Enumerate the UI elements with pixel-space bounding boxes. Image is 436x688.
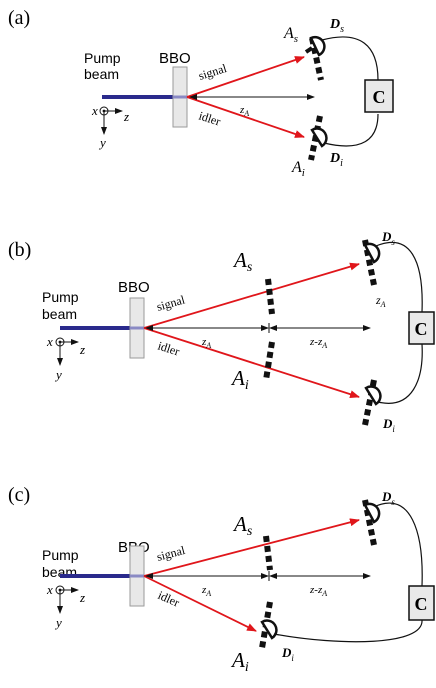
aperture-i-label: Ai [230, 648, 249, 675]
cable-s [321, 36, 379, 81]
coincidence-label: C [415, 319, 428, 339]
detector-i-icon [364, 385, 382, 406]
crystal-label: BBO [118, 279, 150, 296]
signal-beam [143, 518, 360, 577]
panel-label: (c) [8, 484, 30, 506]
panel-label: (a) [8, 7, 30, 29]
panel-b: (b) Pump beam BBO signal idler zA z-zA A… [8, 229, 435, 434]
detector-i-label: Di [329, 151, 343, 169]
cable-s [375, 502, 423, 587]
aperture-i-label: Ai [230, 366, 249, 393]
cable-i [273, 619, 423, 643]
coordinate-axes [55, 337, 79, 366]
detector-s-aperture [362, 239, 377, 286]
aperture-s-label: As [283, 25, 298, 45]
idler-beam [186, 96, 305, 138]
signal-label: signal [197, 61, 229, 83]
pump-label-line2: beam [42, 306, 77, 322]
axis-y-label: y [98, 135, 106, 150]
axis-x-label: x [46, 582, 53, 597]
idler-beam [143, 575, 257, 632]
pump-label-line2: beam [84, 66, 119, 82]
cable-i [323, 113, 379, 147]
coordinate-axes [55, 585, 79, 614]
coincidence-box [364, 79, 394, 113]
signal-label: signal [155, 292, 187, 314]
detector-i-icon [260, 619, 278, 640]
coincidence-box [408, 311, 435, 345]
detector-distance-label: zA [375, 293, 386, 309]
axis-y-label: y [54, 615, 62, 630]
detector-s-icon [363, 242, 381, 264]
detector-s-label: Ds [381, 229, 395, 247]
idler-label: idler [156, 588, 182, 610]
panel-c: (c) Pump beam BBO signal idler zA z-zA A… [8, 484, 435, 675]
signal-beam [143, 262, 360, 329]
aperture-s [265, 278, 275, 315]
detector-s-icon [363, 502, 381, 524]
signal-beam [186, 56, 305, 98]
distance2-label: z-zA [309, 584, 327, 598]
aperture-i [263, 341, 275, 381]
distance-label: zA [239, 104, 249, 118]
axis-z-label: z [79, 590, 85, 605]
idler-label: idler [156, 339, 181, 359]
distance2-label: z-zA [309, 336, 327, 350]
axis-x-label: x [91, 103, 98, 118]
axis-y-label: y [54, 367, 62, 382]
crystal-label: BBO [159, 50, 191, 67]
pump-label-line1: Pump [84, 50, 121, 66]
coincidence-label: C [415, 594, 428, 614]
idler-label: idler [197, 109, 222, 129]
aperture-s [263, 535, 273, 571]
signal-label: signal [155, 543, 187, 564]
detector-s-label: Ds [381, 489, 395, 507]
detector-i-icon [310, 127, 328, 148]
aperture-i [308, 115, 323, 161]
panel-a: (a) Pump beam BBO signal idler zA As Ds … [8, 7, 394, 179]
pump-label-line1: Pump [42, 547, 79, 563]
detector-s-icon [304, 35, 326, 57]
panel-label: (b) [8, 239, 31, 261]
axis-z-label: z [79, 342, 85, 357]
coincidence-label: C [373, 87, 386, 107]
aperture-i-label: Ai [291, 159, 305, 179]
axis-x-label: x [46, 334, 53, 349]
detector-s-aperture [362, 499, 377, 546]
axis-z-label: z [123, 109, 129, 124]
aperture-s [309, 37, 324, 81]
aperture-s-label: As [232, 248, 253, 275]
detector-i-label: Di [281, 645, 294, 663]
idler-beam [143, 327, 360, 399]
cable-i [377, 343, 423, 404]
distance-label: zA [201, 584, 211, 598]
detector-i-aperture [362, 379, 377, 426]
cable-s [375, 241, 423, 313]
coordinate-axes [99, 106, 123, 135]
pump-label-line1: Pump [42, 289, 79, 305]
detector-i-label: Di [382, 416, 395, 434]
coincidence-box [408, 585, 435, 621]
detector-s-label: Ds [329, 17, 344, 35]
distance-label: zA [201, 336, 211, 350]
aperture-s-label: As [232, 512, 253, 539]
